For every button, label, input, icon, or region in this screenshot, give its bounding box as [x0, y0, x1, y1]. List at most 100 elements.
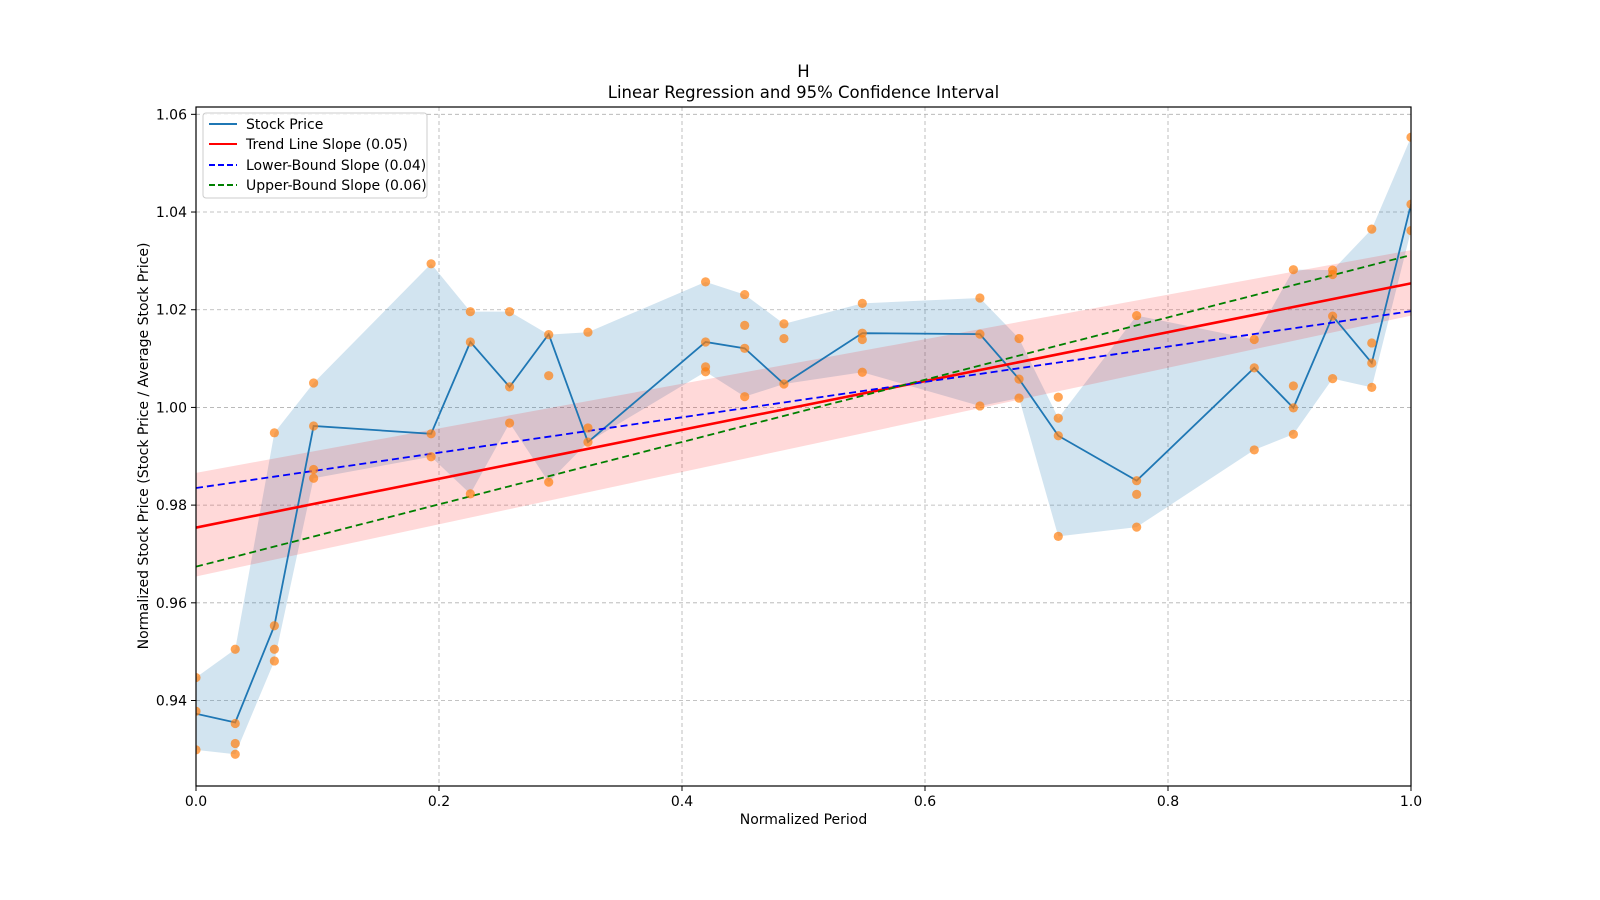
- scatter-point: [465, 337, 475, 347]
- scatter-point: [857, 334, 867, 345]
- x-tick-label: 0.0: [185, 794, 207, 810]
- scatter-point: [426, 259, 436, 269]
- legend-box: [202, 112, 428, 199]
- x-tick-label: 0.6: [914, 794, 936, 810]
- trend-confidence-band: [196, 250, 1411, 577]
- scatter-point: [230, 738, 240, 749]
- scatter-point: [465, 307, 475, 317]
- scatter-point: [1132, 476, 1142, 486]
- scatter-point: [426, 452, 436, 462]
- scatter-point: [426, 429, 436, 439]
- scatter-point: [1367, 382, 1377, 392]
- scatter-points: [196, 132, 1411, 759]
- legend: Stock Price Trend Line Slope (0.05) Lowe…: [202, 112, 428, 199]
- scatter-point: [1367, 338, 1377, 348]
- scatter-point: [740, 320, 750, 330]
- scatter-point: [1328, 311, 1338, 321]
- stock-price-line: [196, 203, 1411, 724]
- y-axis: 0.94 0.96 0.98 1.00 1.02 1.04 1.06: [156, 107, 196, 710]
- scatter-point: [196, 672, 201, 683]
- lower-bound-line: [196, 310, 1411, 489]
- scatter-point: [1288, 403, 1298, 413]
- legend-label-stock-price: Stock Price: [246, 117, 323, 133]
- legend-label-trend-line: Trend Line Slope (0.05): [245, 137, 408, 153]
- scatter-point: [269, 621, 279, 631]
- scatter-point: [196, 706, 201, 716]
- y-tick-label: 0.94: [156, 694, 187, 710]
- scatter-point: [1328, 374, 1338, 384]
- scatter-point: [1328, 269, 1338, 280]
- scatter-point: [700, 277, 711, 287]
- scatter-point: [309, 464, 319, 475]
- scatter-point: [309, 421, 319, 431]
- scatter-point: [196, 745, 201, 755]
- x-axis: 0.0 0.2 0.4 0.6 0.8 1.0: [185, 786, 1422, 810]
- scatter-point: [1132, 489, 1142, 499]
- x-axis-label: Normalized Period: [740, 812, 868, 828]
- scatter-point: [309, 378, 319, 388]
- bands: [196, 137, 1411, 755]
- scatter-point: [975, 293, 985, 303]
- scatter-point: [230, 718, 240, 729]
- scatter-point: [309, 473, 319, 483]
- chart-subtitle: Linear Regression and 95% Confidence Int…: [608, 83, 999, 102]
- scatter-point: [1367, 358, 1377, 368]
- scatter-point: [269, 428, 279, 438]
- x-tick-label: 0.2: [428, 794, 450, 810]
- scatter-point: [1406, 199, 1411, 209]
- scatter-point: [1249, 445, 1259, 455]
- x-tick-label: 1.0: [1400, 794, 1422, 810]
- scatter-point: [1249, 334, 1259, 345]
- scatter-point: [857, 298, 867, 308]
- scatter-point: [975, 401, 985, 411]
- scatter-point: [1053, 392, 1063, 402]
- scatter-point: [1288, 429, 1298, 439]
- y-tick-label: 1.06: [156, 107, 187, 123]
- plot-frame: [195, 106, 1412, 787]
- legend-label-upper-bound: Upper-Bound Slope (0.06): [246, 178, 427, 194]
- scatter-point: [857, 328, 867, 338]
- scatter-point: [1249, 363, 1259, 373]
- y-tick-label: 1.00: [156, 400, 187, 416]
- scatter-point: [1053, 413, 1063, 423]
- scatter-point: [740, 343, 750, 353]
- scatter-point: [1406, 225, 1411, 236]
- scatter-point: [504, 382, 515, 392]
- scatter-point: [1367, 224, 1377, 234]
- scatter-point: [1053, 431, 1063, 441]
- scatter-point: [583, 423, 593, 433]
- scatter-point: [740, 289, 750, 300]
- scatter-point: [1053, 531, 1063, 541]
- scatter-point: [1014, 333, 1024, 344]
- scatter-point: [504, 307, 515, 317]
- y-tick-label: 0.96: [156, 596, 187, 612]
- scatter-point: [1406, 132, 1411, 142]
- y-tick-label: 1.02: [156, 303, 187, 319]
- scatter-point: [230, 749, 240, 759]
- y-tick-label: 1.04: [156, 205, 187, 221]
- scatter-point: [583, 437, 593, 447]
- upper-bound-line: [196, 254, 1411, 568]
- lines: [196, 203, 1411, 724]
- scatter-point: [230, 644, 240, 654]
- scatter-point: [975, 329, 985, 339]
- scatter-point: [583, 327, 593, 337]
- scatter-point: [1132, 522, 1142, 532]
- scatter-point: [504, 418, 515, 428]
- scatter-point: [700, 337, 711, 347]
- scatter-point: [1288, 265, 1298, 275]
- scatter-point: [269, 644, 279, 654]
- y-axis-label: Normalized Stock Price (Stock Price / Av…: [136, 243, 152, 650]
- scatter-point: [700, 367, 711, 377]
- scatter-point: [779, 379, 789, 389]
- scatter-point: [544, 371, 554, 381]
- legend-label-lower-bound: Lower-Bound Slope (0.04): [246, 158, 426, 174]
- scatter-point: [1288, 381, 1298, 391]
- y-tick-label: 0.98: [156, 498, 187, 514]
- scatter-point: [779, 333, 789, 344]
- chart-title: H: [797, 62, 809, 81]
- scatter-point: [269, 656, 279, 666]
- scatter-point: [544, 477, 554, 487]
- scatter-point: [1014, 374, 1024, 384]
- trend-line: [196, 282, 1411, 529]
